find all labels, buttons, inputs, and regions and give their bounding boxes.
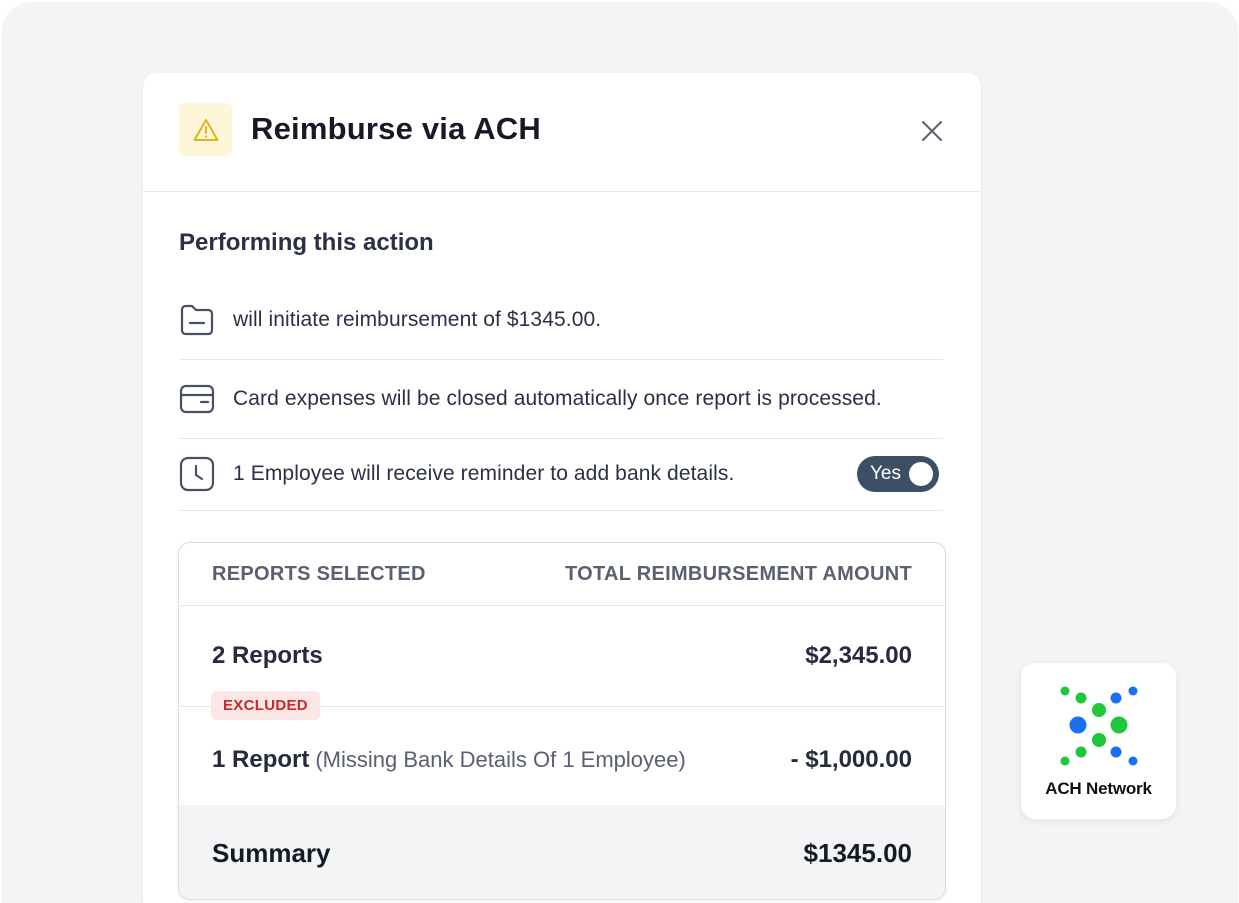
clock-icon xyxy=(179,454,219,494)
folder-icon xyxy=(179,300,219,340)
reminder-toggle[interactable]: Yes xyxy=(857,456,939,492)
action-item-card-expenses: Card expenses will be closed automatical… xyxy=(179,360,943,439)
action-text: 1 Employee will receive reminder to add … xyxy=(233,462,735,485)
card-icon xyxy=(179,379,219,419)
excluded-badge: EXCLUDED xyxy=(211,691,320,720)
modal-title: Reimburse via ACH xyxy=(251,111,541,146)
action-item-reminder: 1 Employee will receive reminder to add … xyxy=(179,438,943,511)
toggle-knob xyxy=(909,462,933,486)
table-header: REPORTS SELECTED TOTAL REIMBURSEMENT AMO… xyxy=(179,543,945,606)
section-title: Performing this action xyxy=(179,229,434,256)
summary-label: Summary xyxy=(212,837,331,868)
table-row: 2 Reports $2,345.00 xyxy=(179,606,945,707)
warning-icon xyxy=(179,103,232,156)
ach-network-logo xyxy=(1060,686,1138,766)
excluded-reason: (Missing Bank Details Of 1 Employee) xyxy=(315,747,686,772)
action-item-reimbursement: will initiate reimbursement of $1345.00. xyxy=(179,281,943,360)
header-total-amount: TOTAL REIMBURSEMENT AMOUNT xyxy=(564,562,912,585)
reports-count: 2 Reports xyxy=(212,642,323,669)
excluded-report-count: 1 Report xyxy=(212,746,310,773)
summary-amount: $1345.00 xyxy=(803,837,912,868)
action-text: Card expenses will be closed automatical… xyxy=(233,387,882,410)
action-text: will initiate reimbursement of $1345.00. xyxy=(233,308,602,331)
header-reports-selected: REPORTS SELECTED xyxy=(212,562,426,585)
modal-header: Reimburse via ACH xyxy=(143,73,981,192)
table-row-excluded: EXCLUDED 1 Report (Missing Bank Details … xyxy=(179,691,945,805)
ach-network-card: ACH Network xyxy=(1021,663,1176,819)
ach-network-label: ACH Network xyxy=(1045,779,1152,798)
summary-row: Summary $1345.00 xyxy=(179,805,945,899)
close-icon[interactable] xyxy=(917,116,947,146)
toggle-label: Yes xyxy=(870,463,901,484)
reports-amount: $2,345.00 xyxy=(805,642,912,669)
reimburse-modal: Reimburse via ACH Performing this action… xyxy=(143,73,981,903)
reports-table: REPORTS SELECTED TOTAL REIMBURSEMENT AMO… xyxy=(178,542,946,900)
excluded-amount: - $1,000.00 xyxy=(790,746,912,773)
